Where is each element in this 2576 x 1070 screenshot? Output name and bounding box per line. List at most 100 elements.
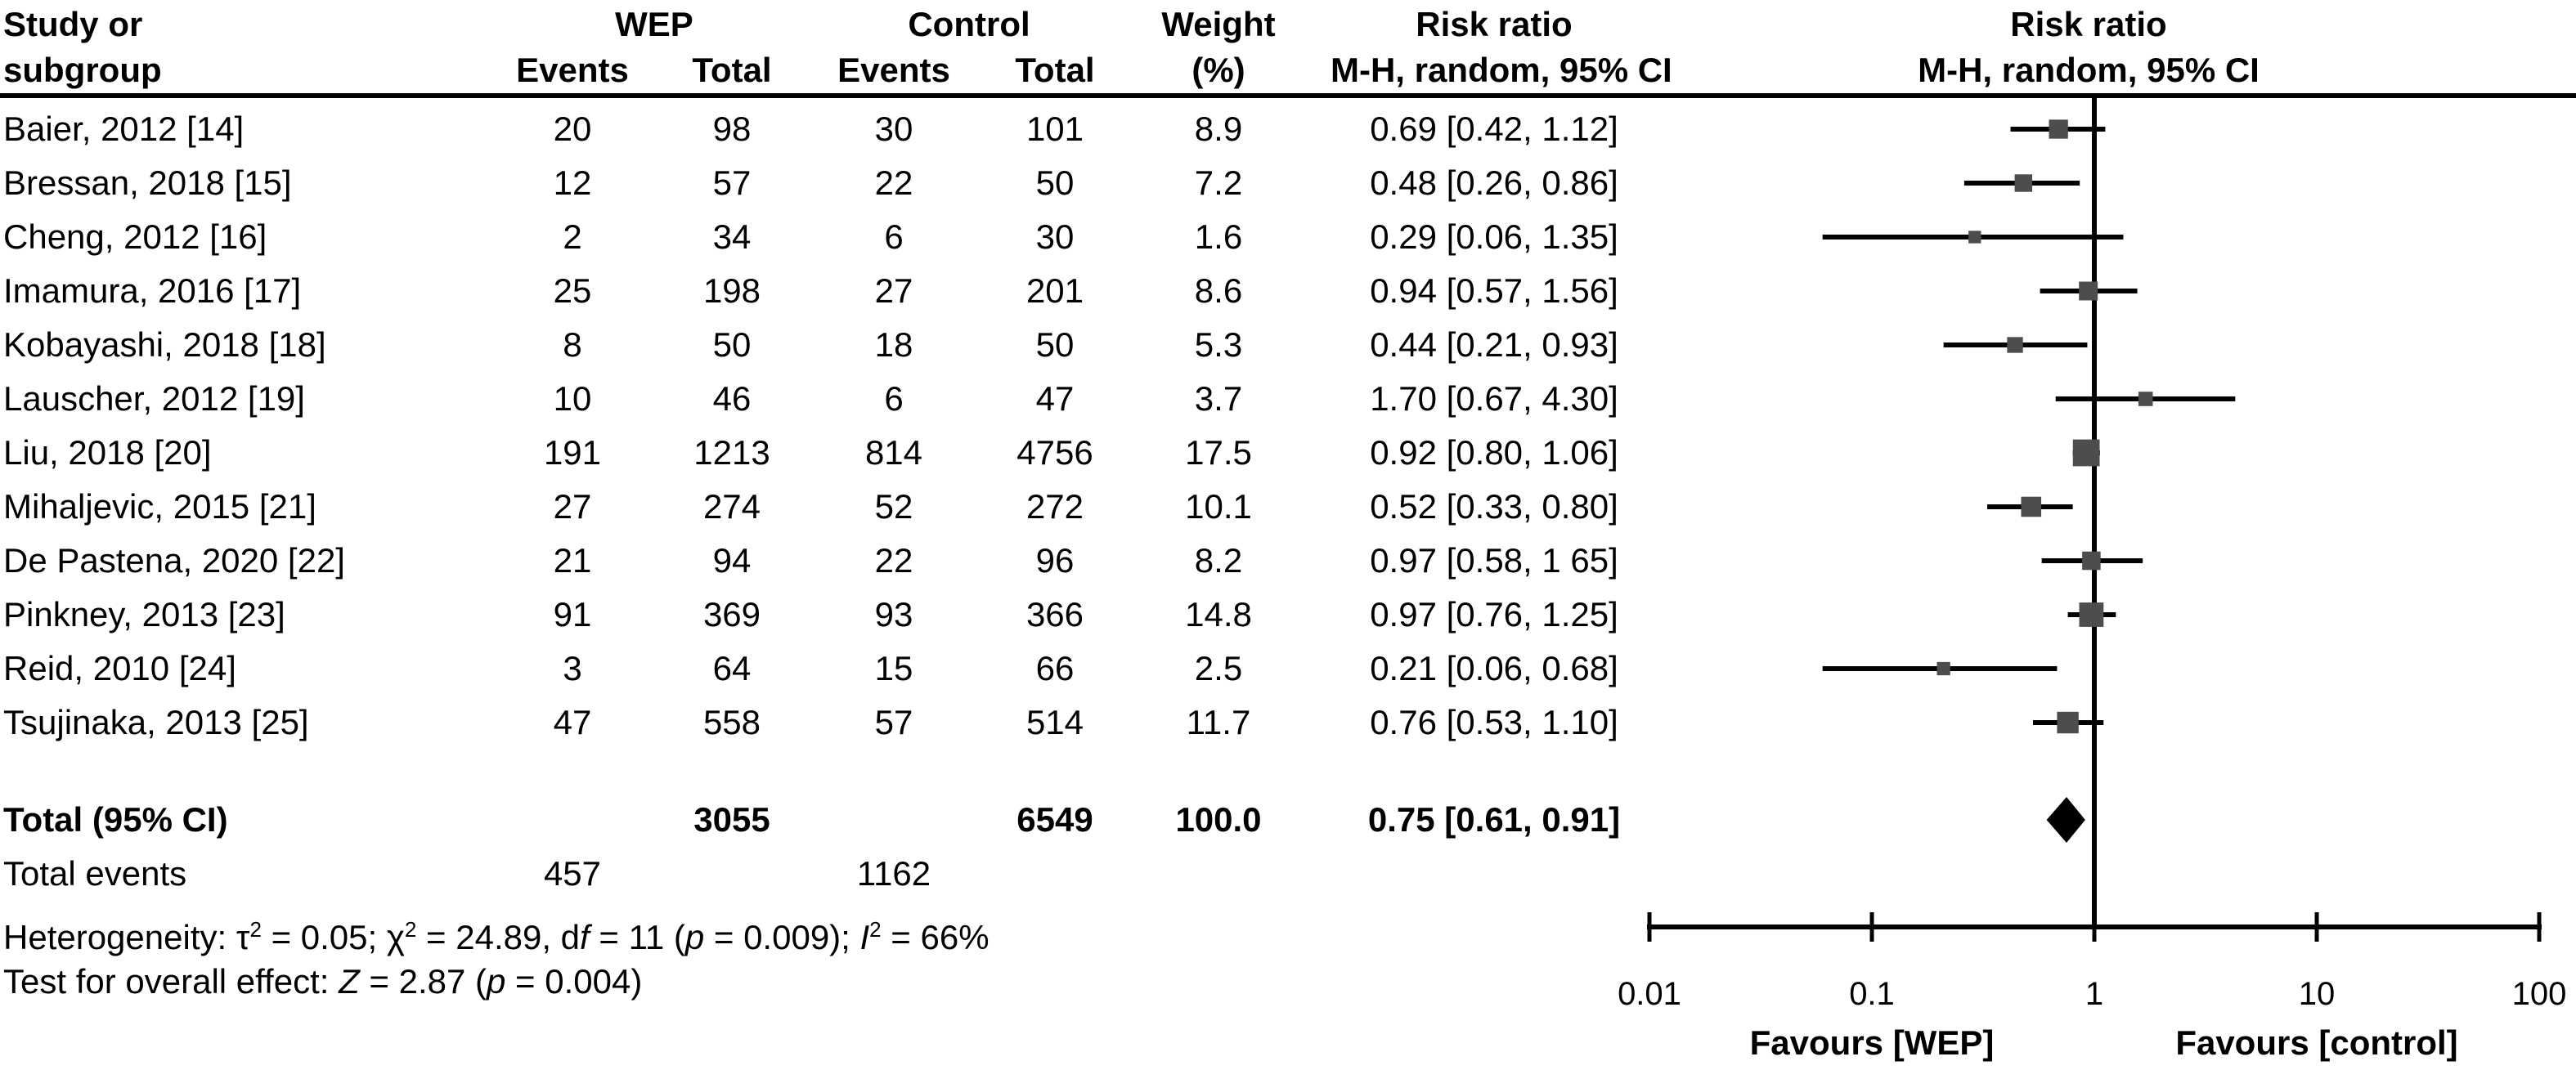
weight-value: 10.1 bbox=[1185, 487, 1252, 526]
wep-total-value: 198 bbox=[702, 271, 761, 310]
axis-tick-label: 1 bbox=[2085, 976, 2104, 1012]
wep-events-value: 27 bbox=[553, 487, 592, 526]
control-total-value: 50 bbox=[1035, 163, 1075, 202]
table-row: Tsujinaka, 2013 [25] 47 558 57 514 11.7 0.76 [… bbox=[0, 696, 2576, 750]
header-control-total: Total bbox=[1015, 51, 1095, 89]
table-row: Pinkney, 2013 [23] 91 369 93 366 14.8 0.97 [0.… bbox=[0, 588, 2576, 642]
weight-value: 3.7 bbox=[1194, 379, 1243, 418]
wep-events-value: 191 bbox=[543, 433, 602, 472]
table-row: Imamura, 2016 [17] 25 198 27 201 8.6 0.94 [0.5… bbox=[0, 264, 2576, 318]
rr-ci-value: 0.48 [0.26, 0.86] bbox=[1370, 163, 1618, 202]
table-row: Cheng, 2012 [16] 2 34 6 30 1.6 0.29 [0.06, 1.3… bbox=[0, 210, 2576, 264]
header-risk-ratio-plot: Risk ratio bbox=[2010, 5, 2167, 43]
table-row: Kobayashi, 2018 [18] 8 50 18 50 5.3 0.44 [0.21… bbox=[0, 318, 2576, 372]
study-label: Imamura, 2016 [17] bbox=[3, 271, 302, 310]
table-row: Baier, 2012 [14] 20 98 30 101 8.9 0.69 [0.42, … bbox=[0, 102, 2576, 156]
control-total-value: 4756 bbox=[1016, 433, 1093, 472]
control-total-value: 66 bbox=[1035, 649, 1075, 687]
wep-events-value: 8 bbox=[563, 325, 582, 364]
total-events-control: 1162 bbox=[856, 854, 931, 893]
favours-right-label: Favours [control] bbox=[2175, 1023, 2458, 1062]
header-wep-events: Events bbox=[516, 51, 629, 89]
study-label: Tsujinaka, 2013 [25] bbox=[3, 703, 309, 741]
rr-ci-value: 0.94 [0.57, 1.56] bbox=[1370, 271, 1618, 310]
weight-value: 2.5 bbox=[1194, 649, 1243, 687]
table-row: De Pastena, 2020 [22] 21 94 22 96 8.2 0.97 [0.… bbox=[0, 534, 2576, 588]
control-events-value: 57 bbox=[874, 703, 913, 741]
wep-events-value: 47 bbox=[553, 703, 592, 741]
wep-total-value: 50 bbox=[712, 325, 752, 364]
control-total-value: 201 bbox=[1025, 271, 1084, 310]
wep-total-value: 558 bbox=[702, 703, 761, 741]
weight-value: 17.5 bbox=[1185, 433, 1252, 472]
control-total-value: 272 bbox=[1025, 487, 1084, 526]
study-label: Lauscher, 2012 [19] bbox=[3, 379, 305, 418]
heterogeneity-stats: Heterogeneity: τ2 = 0.05; χ2 = 24.89, df… bbox=[3, 917, 990, 956]
rr-ci-value: 0.69 [0.42, 1.12] bbox=[1370, 110, 1618, 148]
control-events-value: 52 bbox=[874, 487, 913, 526]
control-total-value: 30 bbox=[1035, 217, 1075, 256]
weight-value: 8.6 bbox=[1194, 271, 1243, 310]
study-label: Kobayashi, 2018 [18] bbox=[3, 325, 326, 364]
table-row: Liu, 2018 [20] 191 1213 814 4756 17.5 0.92 [0.… bbox=[0, 426, 2576, 480]
rr-ci-value: 0.92 [0.80, 1.06] bbox=[1370, 433, 1618, 472]
study-label: De Pastena, 2020 [22] bbox=[3, 541, 345, 580]
header-wep-group: WEP bbox=[615, 5, 693, 43]
control-events-value: 6 bbox=[884, 379, 904, 418]
study-label: Baier, 2012 [14] bbox=[3, 110, 245, 148]
weight-value: 5.3 bbox=[1194, 325, 1243, 364]
weight-value: 8.9 bbox=[1194, 110, 1243, 148]
total-events-row: Total events 457 1162 bbox=[0, 847, 2576, 901]
wep-total-value: 369 bbox=[702, 595, 761, 633]
axis-tick-label: 10 bbox=[2298, 976, 2336, 1012]
weight-value: 14.8 bbox=[1185, 595, 1252, 633]
axis-tick-label: 0.01 bbox=[1618, 976, 1681, 1012]
control-events-value: 22 bbox=[874, 541, 913, 580]
wep-total-value: 98 bbox=[712, 110, 752, 148]
wep-total-value: 274 bbox=[702, 487, 761, 526]
header-study: Study or bbox=[3, 5, 143, 43]
total-label: Total (95% CI) bbox=[3, 800, 228, 839]
header-subgroup: subgroup bbox=[3, 51, 162, 89]
control-events-value: 6 bbox=[884, 217, 904, 256]
wep-events-value: 10 bbox=[553, 379, 592, 418]
axis-tick-label: 100 bbox=[2511, 976, 2567, 1012]
control-events-value: 30 bbox=[874, 110, 913, 148]
header-weight: Weight bbox=[1161, 5, 1276, 43]
header-divider bbox=[0, 93, 2576, 98]
control-total-value: 514 bbox=[1025, 703, 1084, 741]
wep-total-value: 46 bbox=[712, 379, 752, 418]
wep-events-value: 12 bbox=[553, 163, 592, 202]
wep-events-value: 25 bbox=[553, 271, 592, 310]
total-row: Total (95% CI) 3055 6549 100.0 0.75 [0.6… bbox=[0, 793, 2576, 847]
total-weight: 100.0 bbox=[1175, 800, 1262, 839]
weight-value: 11.7 bbox=[1186, 703, 1251, 741]
rr-ci-value: 0.97 [0.76, 1.25] bbox=[1370, 595, 1618, 633]
rr-ci-value: 0.21 [0.06, 0.68] bbox=[1370, 649, 1618, 687]
wep-events-value: 21 bbox=[553, 541, 592, 580]
rr-ci-value: 0.52 [0.33, 0.80] bbox=[1370, 487, 1618, 526]
weight-value: 7.2 bbox=[1194, 163, 1243, 202]
total-events-wep: 457 bbox=[543, 854, 602, 893]
rr-ci-value: 0.29 [0.06, 1.35] bbox=[1370, 217, 1618, 256]
table-row: Lauscher, 2012 [19] 10 46 6 47 3.7 1.70 [0.67,… bbox=[0, 372, 2576, 426]
total-rr-ci: 0.75 [0.61, 0.91] bbox=[1367, 800, 1621, 839]
control-events-value: 22 bbox=[874, 163, 913, 202]
wep-total-value: 1213 bbox=[693, 433, 770, 472]
header-risk-ratio-text: Risk ratio bbox=[1416, 5, 1573, 43]
wep-events-value: 20 bbox=[553, 110, 592, 148]
total-wep-total: 3055 bbox=[693, 800, 770, 839]
weight-value: 1.6 bbox=[1194, 217, 1243, 256]
control-total-value: 96 bbox=[1035, 541, 1075, 580]
study-label: Liu, 2018 [20] bbox=[3, 433, 212, 472]
header-control-group: Control bbox=[908, 5, 1030, 43]
table-row: Reid, 2010 [24] 3 64 15 66 2.5 0.21 [0.06, 0.6… bbox=[0, 642, 2576, 696]
control-events-value: 27 bbox=[874, 271, 913, 310]
overall-effect-stats: Test for overall effect: Z = 2.87 (p = 0… bbox=[3, 962, 643, 1001]
rr-ci-value: 0.44 [0.21, 0.93] bbox=[1370, 325, 1618, 364]
rr-ci-value: 1.70 [0.67, 4.30] bbox=[1370, 379, 1618, 418]
study-label: Mihaljevic, 2015 [21] bbox=[3, 487, 316, 526]
control-total-value: 101 bbox=[1025, 110, 1084, 148]
wep-events-value: 2 bbox=[563, 217, 582, 256]
